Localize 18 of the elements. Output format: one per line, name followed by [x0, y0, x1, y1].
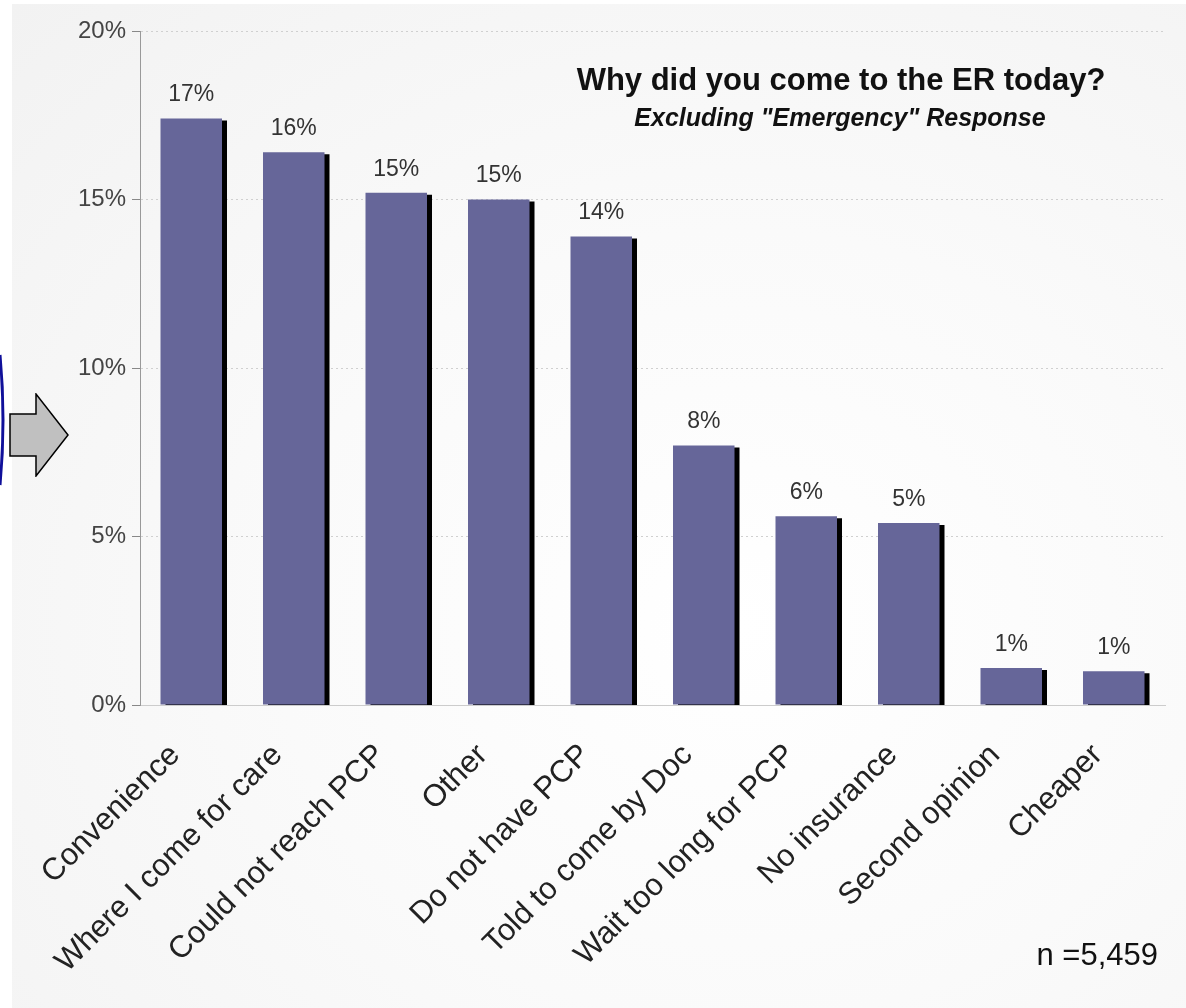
data-label: 15% — [373, 154, 420, 181]
data-label: 5% — [892, 484, 926, 511]
data-label: 17% — [168, 80, 215, 107]
text: n =5,459 — [1036, 937, 1158, 972]
y-tick-label: 0% — [91, 689, 126, 717]
y-tick-label: 10% — [77, 352, 126, 380]
data-label: 6% — [789, 478, 823, 505]
data-label: 1% — [994, 629, 1028, 656]
text: Why did you come to the ER today? — [576, 62, 1106, 97]
data-label: 15% — [475, 161, 522, 188]
y-tick-label: 20% — [77, 15, 126, 43]
data-label: 1% — [1097, 633, 1131, 660]
y-tick-label: 5% — [91, 521, 126, 549]
data-label: 16% — [270, 114, 317, 141]
text: Excluding "Emergency" Response — [634, 103, 1046, 131]
y-tick-label: 15% — [77, 184, 126, 212]
data-label: 8% — [687, 407, 721, 434]
data-label: 14% — [578, 198, 625, 225]
